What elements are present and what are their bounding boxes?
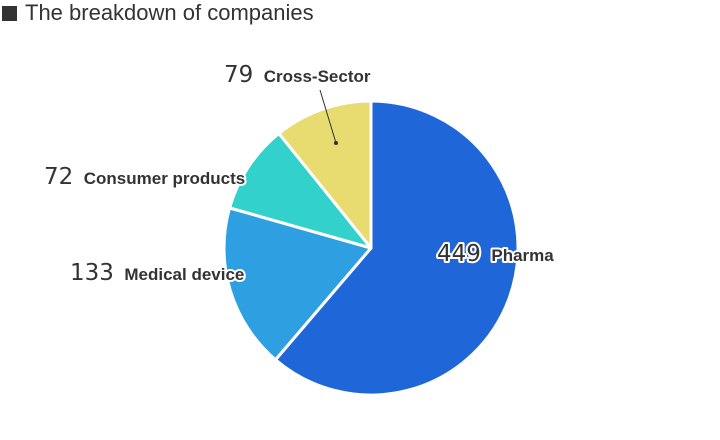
slice-label-cross-sector: 79 Cross-Sector <box>222 60 373 90</box>
slice-value: 449 <box>437 241 481 267</box>
pie-slice-medical-device <box>222 206 373 362</box>
pie-slice-pharma <box>273 99 520 397</box>
slice-name: Cross-Sector <box>264 67 371 86</box>
svg-text:79 Cross-Sector: 79 Cross-Sector <box>224 62 371 88</box>
slice-name: Medical device <box>124 265 244 284</box>
slice-label-medical-device: 133 Medical device <box>68 258 246 288</box>
cross-sector-leader-dot <box>334 141 338 145</box>
pie-slices <box>222 99 520 397</box>
slice-name: Consumer products <box>84 169 246 188</box>
slice-label-consumer-products: 72 Consumer products <box>42 162 247 192</box>
title-square-icon <box>2 5 17 21</box>
slice-label-pharma: 449 Pharma <box>435 239 556 269</box>
svg-text:449 Pharma: 449 Pharma <box>437 241 554 267</box>
svg-text:133 Medical device: 133 Medical device <box>70 260 244 286</box>
cross-sector-leader-line <box>319 89 337 144</box>
chart-title: The breakdown of companies <box>2 0 314 26</box>
pie-slice-cross-sector <box>277 99 373 250</box>
slice-value: 79 <box>224 62 253 88</box>
svg-text:72 Consumer products: 72 Consumer products <box>44 164 245 190</box>
pie-slice-consumer-products <box>228 131 373 250</box>
slice-name: Pharma <box>491 246 554 265</box>
slice-value: 72 <box>44 164 73 190</box>
chart-title-text: The breakdown of companies <box>25 0 314 25</box>
slice-value: 133 <box>70 260 114 286</box>
